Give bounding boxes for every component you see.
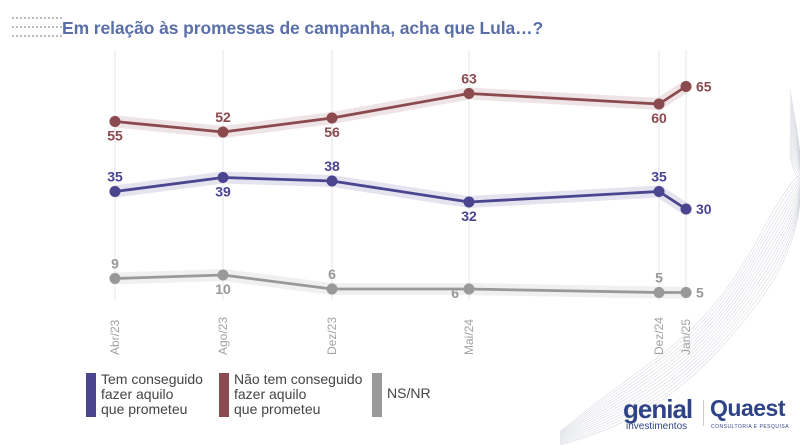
genial-logo: genial (623, 394, 693, 424)
wave-line (559, 109, 800, 442)
data-point (109, 186, 121, 197)
x-tick-label: Abr/23 (108, 319, 122, 355)
legend-label-line: fazer aquilo (101, 386, 174, 402)
quaest-logo-subtitle: CONSULTORIA E PESQUISA (711, 424, 790, 430)
x-axis-ticks: Abr/23 Ago/23 Dez/23 Mai/24 Dez/24 Jan/25 (108, 317, 693, 355)
logo-separator (703, 400, 704, 426)
x-tick-label: Ago/23 (216, 317, 230, 355)
legend-label-line: Tem conseguido (101, 371, 203, 387)
data-point (217, 172, 229, 183)
data-label: 10 (215, 281, 231, 297)
data-label: 65 (696, 79, 712, 95)
x-tick-label: Dez/24 (652, 317, 666, 355)
legend-label-line: NS/NR (387, 385, 431, 401)
data-point (109, 116, 121, 127)
legend-label: Tem conseguido fazer aquilo que prometeu (101, 372, 236, 417)
data-point (326, 175, 338, 187)
wave-line (559, 89, 800, 445)
series-nao_tem_conseguido: 55 52 56 63 60 65 (107, 71, 712, 144)
data-point (217, 126, 229, 138)
genial-logo-subtitle: investimentos (626, 421, 688, 432)
x-tick-label: Mai/24 (462, 319, 476, 355)
data-label: 32 (461, 208, 477, 224)
data-label: 5 (696, 285, 704, 301)
series-ns_nr: 9 10 6 6 5 5 (109, 256, 704, 301)
data-point (653, 287, 665, 298)
data-point (326, 112, 338, 124)
data-label: 55 (107, 128, 123, 144)
legend-item-nao_tem_conseguido: Não tem conseguido fazer aquilo que promet… (219, 372, 369, 417)
wave-line (559, 99, 800, 444)
series-band (109, 171, 692, 215)
data-point (326, 283, 338, 295)
legend-label-line: que prometeu (234, 401, 321, 417)
wave-line (559, 119, 800, 440)
legend-label: NS/NR (387, 386, 522, 401)
data-label: 39 (215, 184, 231, 200)
legend-label: Não tem conseguido fazer aquilo que promet… (234, 372, 369, 417)
x-tick-label: Jan/25 (679, 319, 693, 355)
data-label: 63 (461, 71, 477, 87)
data-point (680, 81, 692, 92)
data-point (653, 98, 665, 110)
legend-swatch (219, 373, 229, 417)
data-point (217, 269, 229, 281)
data-label: 60 (651, 110, 667, 126)
legend-label-line: fazer aquilo (234, 386, 307, 402)
data-label: 6 (451, 285, 459, 301)
legend-item-ns_nr: NS/NR (372, 372, 522, 417)
legend-label-line: que prometeu (101, 401, 188, 417)
legend-swatch (86, 373, 96, 417)
data-point (463, 88, 475, 99)
series-tem_conseguido: 35 39 38 32 35 30 (107, 158, 712, 224)
data-point (653, 186, 665, 197)
legend-item-tem_conseguido: Tem conseguido fazer aquilo que prometeu (86, 372, 236, 417)
data-label: 35 (651, 169, 667, 185)
data-point (463, 196, 475, 208)
series-band (109, 80, 692, 138)
data-label: 56 (324, 124, 340, 140)
legend-swatch (372, 373, 382, 417)
data-point (680, 203, 692, 215)
data-label: 35 (107, 169, 123, 185)
quaest-logo: Quaest (710, 395, 785, 421)
wave-line (559, 124, 800, 439)
data-point (463, 283, 475, 295)
decorative-wave-lines (559, 89, 800, 445)
decorative-dots (12, 12, 62, 39)
legend-label-line: Não tem conseguido (234, 371, 363, 387)
data-point (109, 273, 121, 284)
data-label: 30 (696, 201, 712, 217)
data-label: 5 (655, 270, 663, 286)
chart-title: Em relação às promessas de campanha, ach… (62, 18, 544, 38)
wave-line (559, 94, 800, 445)
data-label: 38 (324, 158, 340, 174)
wave-line (559, 114, 800, 441)
data-label: 6 (328, 266, 336, 282)
data-label: 9 (111, 256, 119, 272)
data-label: 52 (215, 109, 231, 125)
data-point (680, 287, 692, 298)
x-tick-label: Dez/23 (325, 317, 339, 355)
wave-line (559, 129, 800, 438)
